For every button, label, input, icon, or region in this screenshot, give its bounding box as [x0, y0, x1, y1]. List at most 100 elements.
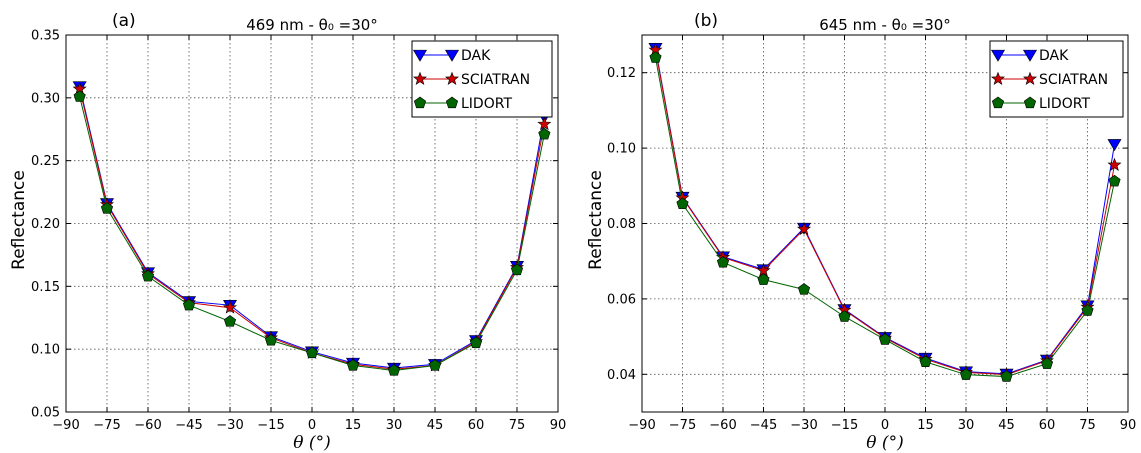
data-point — [223, 315, 237, 327]
legend-marker — [413, 71, 427, 85]
data-point — [1040, 357, 1054, 369]
series-lidort — [73, 90, 551, 376]
y-tick-label: 0.06 — [607, 292, 636, 307]
x-tick-label: 45 — [427, 418, 444, 433]
data-point — [73, 90, 86, 102]
data-point — [757, 273, 770, 285]
chart-title: 645 nm - θ₀ =30° — [819, 16, 951, 34]
x-tick-label: 60 — [468, 418, 485, 433]
legend-label: LIDORT — [461, 96, 512, 112]
x-tick-label: −30 — [216, 418, 243, 433]
chart-panel-b: (b) 645 nm - θ₀ =30° Reflectance θ (°) −… — [586, 11, 1136, 453]
data-point — [264, 333, 278, 346]
y-axis-label: Reflectance — [586, 170, 606, 270]
chart-title: 469 nm - θ₀ =30° — [246, 16, 378, 34]
x-tick-label: 0 — [881, 418, 889, 433]
data-point — [305, 346, 319, 359]
y-tick-label: 0.25 — [31, 154, 60, 169]
grid — [66, 35, 558, 412]
data-point — [428, 359, 442, 371]
x-tick-label: −90 — [52, 418, 79, 433]
data-point — [346, 359, 360, 371]
x-tick-label: −45 — [175, 418, 202, 433]
y-tick-label: 0.15 — [31, 280, 60, 295]
legend-marker — [991, 96, 1005, 109]
legend-marker — [1022, 49, 1038, 62]
data-point — [1108, 174, 1121, 187]
data-point — [1107, 139, 1122, 152]
data-point — [538, 127, 551, 140]
y-tick-label: 0.20 — [31, 217, 60, 232]
chart-panel-a: (a) 469 nm - θ₀ =30° Reflectance θ (°) −… — [9, 11, 566, 453]
y-tick-label: 0.10 — [607, 142, 636, 157]
x-tick-label: −30 — [790, 418, 817, 433]
x-tick-label: −60 — [134, 418, 161, 433]
x-tick-label: −15 — [257, 418, 284, 433]
legend-marker — [1023, 71, 1037, 85]
legend: DAK SCIATRAN LIDORT — [989, 40, 1124, 118]
series-lidort — [649, 51, 1121, 382]
data-point — [716, 255, 730, 268]
x-axis-label: θ (°) — [293, 433, 330, 453]
data-point — [959, 368, 973, 380]
data-point — [1000, 370, 1013, 382]
x-tick-label: 0 — [308, 418, 316, 433]
legend-marker — [413, 96, 427, 109]
data-point — [676, 197, 689, 210]
x-tick-label: −15 — [831, 418, 858, 433]
legend-marker — [412, 49, 428, 62]
legend-label: LIDORT — [1039, 96, 1090, 112]
legend-marker — [990, 49, 1006, 62]
data-point — [838, 310, 851, 322]
data-point — [1107, 157, 1122, 172]
data-point — [469, 336, 483, 349]
x-tick-label: 45 — [998, 418, 1015, 433]
data-point — [537, 116, 552, 131]
legend-label: DAK — [461, 48, 491, 64]
legend-marker — [445, 71, 459, 85]
legend-label: SCIATRAN — [461, 72, 530, 88]
x-tick-label: 75 — [1079, 418, 1096, 433]
y-axis-label: Reflectance — [9, 170, 29, 270]
data-point — [141, 269, 155, 282]
y-tick-label: 0.10 — [31, 343, 60, 358]
x-tick-label: −75 — [93, 418, 120, 433]
data-point — [797, 221, 811, 236]
legend-marker — [444, 49, 460, 62]
x-axis-label: θ (°) — [866, 433, 903, 453]
data-point — [1081, 304, 1094, 316]
data-point — [387, 364, 401, 376]
x-tick-label: −60 — [709, 418, 736, 433]
series-line — [79, 96, 545, 372]
data-point — [182, 298, 196, 311]
x-tick-label: 15 — [345, 418, 362, 433]
legend: DAK SCIATRAN LIDORT — [411, 40, 553, 118]
panel-label: (a) — [112, 11, 136, 31]
legend-label: SCIATRAN — [1039, 72, 1108, 88]
y-tick-label: 0.08 — [607, 217, 636, 232]
data-point — [649, 51, 662, 63]
data-point — [100, 202, 114, 214]
y-tick-label: 0.30 — [31, 91, 60, 106]
legend-marker — [1023, 96, 1037, 109]
legend-label: DAK — [1039, 48, 1069, 64]
x-tick-label: 30 — [958, 418, 975, 433]
x-tick-label: 75 — [509, 418, 526, 433]
data-point — [797, 283, 811, 295]
data-point — [510, 263, 524, 276]
legend-marker — [445, 96, 459, 109]
x-tick-label: −45 — [750, 418, 777, 433]
series-sciatran — [72, 81, 552, 376]
x-tick-label: 15 — [917, 418, 934, 433]
y-tick-label: 0.35 — [31, 29, 60, 44]
x-tick-label: −75 — [669, 418, 696, 433]
x-tick-label: 90 — [550, 418, 567, 433]
x-tick-label: −90 — [628, 418, 655, 433]
x-tick-label: 90 — [1120, 418, 1137, 433]
data-point — [878, 333, 892, 345]
y-tick-label: 0.04 — [607, 368, 636, 383]
panel-label: (b) — [694, 11, 718, 31]
x-tick-label: 60 — [1039, 418, 1056, 433]
data-point — [919, 355, 932, 368]
